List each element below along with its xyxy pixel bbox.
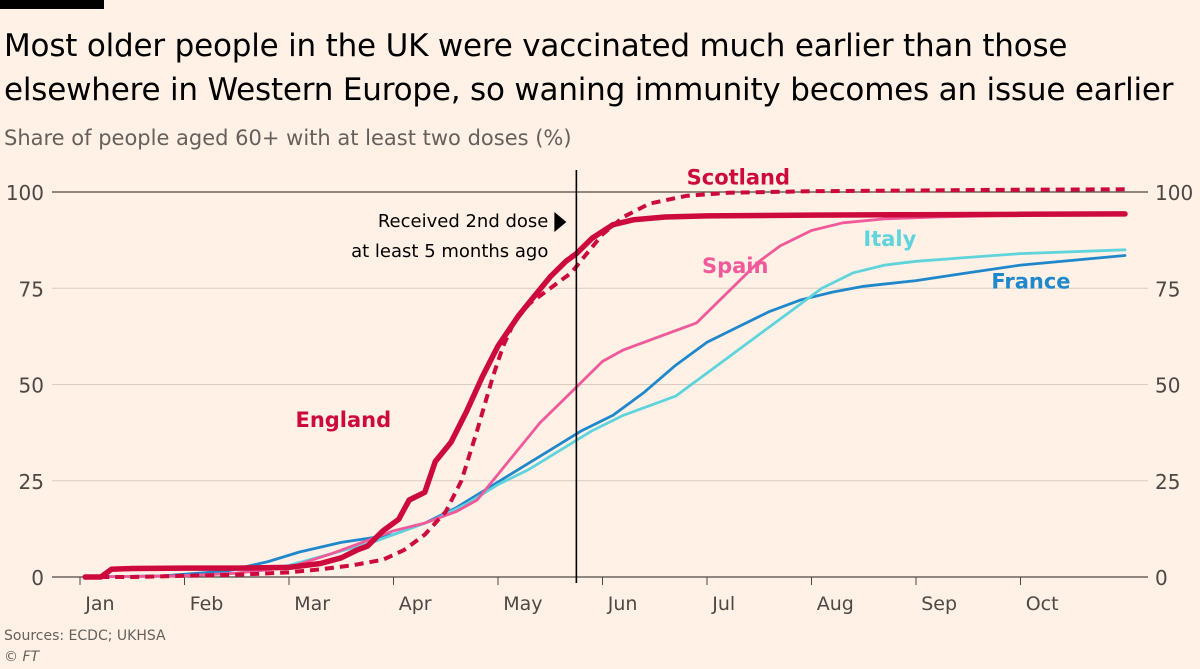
x-tick-label-aug: Aug bbox=[817, 593, 854, 615]
annotation-arrow bbox=[554, 212, 567, 232]
series-label-england: England bbox=[295, 408, 391, 432]
y-tick-label-left-100: 100 bbox=[6, 181, 44, 205]
y-tick-label-left-25: 25 bbox=[19, 470, 44, 494]
x-tick-label-jul: Jul bbox=[711, 593, 735, 615]
series-labels: England Scotland Spain Italy France bbox=[295, 165, 1070, 432]
y-tick-label-right-100: 100 bbox=[1155, 181, 1193, 205]
series-line-italy bbox=[83, 248, 1127, 579]
x-tick-label-feb: Feb bbox=[190, 593, 224, 615]
y-tick-label-right-75: 75 bbox=[1155, 277, 1180, 301]
x-axis: Jan Feb Mar Apr May Jun Jul Aug Sep Oct bbox=[79, 577, 1059, 615]
y-tick-label-left-0: 0 bbox=[31, 566, 44, 590]
gridlines bbox=[52, 191, 1148, 578]
series-label-spain: Spain bbox=[702, 254, 768, 278]
y-tick-label-right-50: 50 bbox=[1155, 374, 1180, 398]
x-tick-label-jun: Jun bbox=[607, 593, 638, 615]
series-lines bbox=[82, 187, 1128, 580]
annotation-text-line-1: Received 2nd dose bbox=[378, 211, 549, 232]
chart-subtitle: Share of people aged 60+ with at least t… bbox=[4, 126, 572, 150]
x-tick-label-jan: Jan bbox=[84, 593, 114, 615]
y-tick-label-right-25: 25 bbox=[1155, 470, 1180, 494]
x-tick-label-may: May bbox=[503, 593, 542, 615]
y-tick-label-left-50: 50 bbox=[19, 374, 44, 398]
series-label-france: France bbox=[991, 269, 1070, 293]
chart-title: Most older people in the UK were vaccina… bbox=[4, 28, 1174, 108]
series-line-france bbox=[83, 254, 1127, 579]
copyright-note: © FT bbox=[4, 649, 40, 665]
series-label-italy: Italy bbox=[863, 227, 916, 251]
series-line-scotland bbox=[85, 187, 1126, 579]
x-tick-label-mar: Mar bbox=[294, 593, 330, 615]
x-tick-label-apr: Apr bbox=[399, 593, 432, 615]
brand-bar bbox=[0, 0, 104, 9]
y-tick-label-left-75: 75 bbox=[19, 277, 44, 301]
series-line-england bbox=[82, 211, 1128, 580]
annotation-text-line-2: at least 5 months ago bbox=[351, 241, 548, 262]
series-line-spain bbox=[83, 212, 1127, 579]
y-axis-right: 0 25 50 75 100 bbox=[1155, 181, 1193, 590]
x-tick-label-sep: Sep bbox=[921, 593, 957, 615]
line-chart: 0 25 50 75 100 0 25 50 75 100 Jan Feb Mar Apr May Jun… bbox=[6, 165, 1193, 615]
y-tick-label-right-0: 0 bbox=[1155, 566, 1168, 590]
x-tick-label-oct: Oct bbox=[1026, 593, 1059, 615]
y-axis-left: 0 25 50 75 100 bbox=[6, 181, 44, 590]
annotation: Received 2nd dose at least 5 months ago bbox=[351, 170, 578, 583]
sources-note: Sources: ECDC; UKHSA bbox=[4, 628, 166, 644]
series-label-scotland: Scotland bbox=[687, 165, 790, 189]
